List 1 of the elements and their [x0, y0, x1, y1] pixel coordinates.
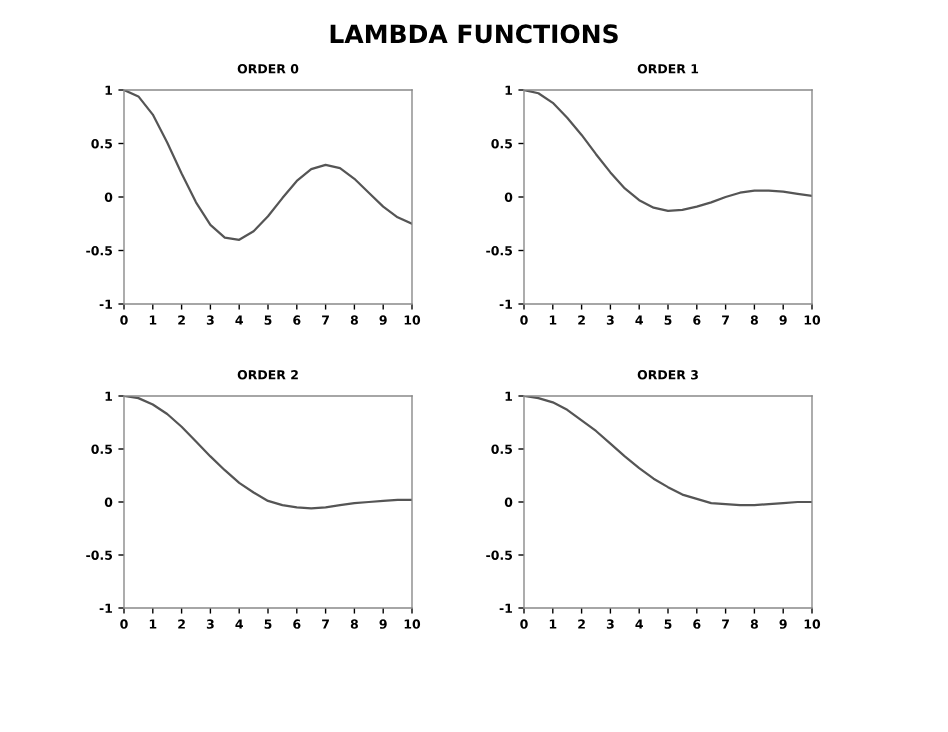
text: LAMBDA FUNCTIONS — [330, 24, 618, 44]
